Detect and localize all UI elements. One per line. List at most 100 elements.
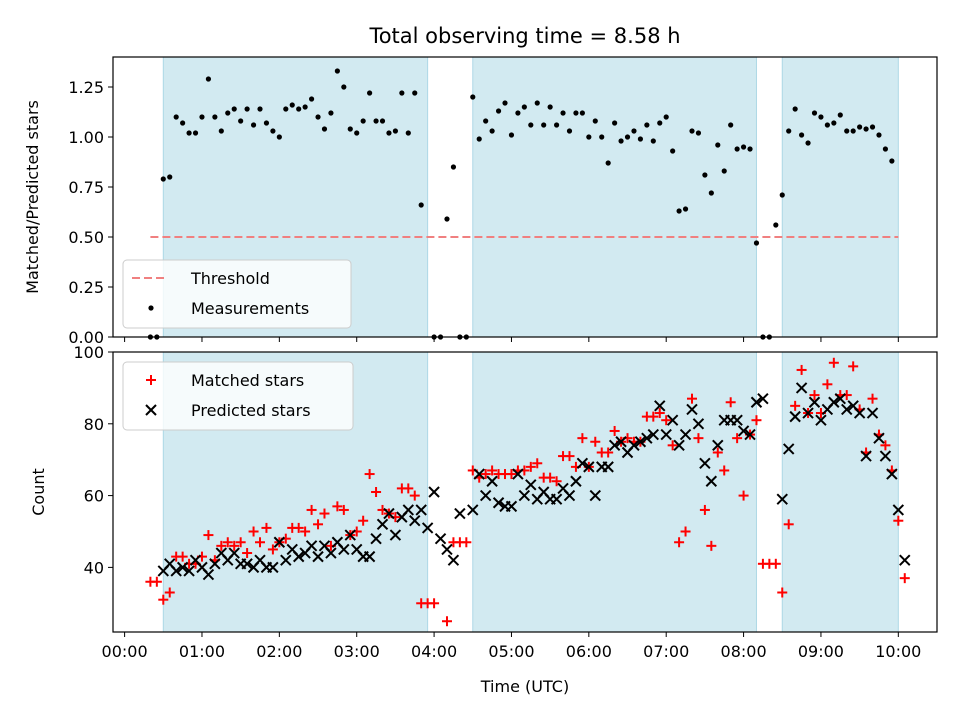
predicted-stars-point <box>886 468 898 480</box>
x-marker-b <box>602 461 614 473</box>
predicted-stars-point <box>486 475 498 487</box>
matched-stars-point <box>255 537 266 548</box>
measurement-point <box>818 114 824 120</box>
x-axis-label: Time (UTC) <box>480 677 569 696</box>
matched-stars-point <box>235 537 246 548</box>
x-marker-b <box>737 425 750 437</box>
predicted-stars-point <box>176 561 189 574</box>
x-marker-b <box>550 493 563 505</box>
predicted-stars-point <box>666 414 679 426</box>
y-tick-label: 80 <box>84 415 104 434</box>
legend-label: Predicted stars <box>191 401 311 420</box>
predicted-stars-point <box>892 504 905 516</box>
matched-stars-point <box>809 390 820 401</box>
predicted-stars-point <box>370 532 382 545</box>
x-marker-b <box>615 436 627 448</box>
matched-stars-point <box>461 537 472 548</box>
x-marker-b <box>815 414 827 426</box>
x-marker-b <box>750 396 763 408</box>
measurement-point <box>857 124 863 130</box>
x-marker-b <box>525 479 537 491</box>
matched-stars-point <box>261 522 272 533</box>
measurement-point <box>515 110 521 116</box>
matched-stars-point <box>164 587 175 598</box>
x-marker-b <box>841 403 853 416</box>
measurement-point <box>624 134 631 140</box>
x-marker-b <box>628 439 640 452</box>
x-marker-b <box>512 468 524 480</box>
x-tick-label: 08:00 <box>721 642 767 661</box>
predicted-stars-point <box>363 550 376 563</box>
x-marker-b <box>492 497 505 509</box>
matched-stars-point <box>545 472 556 483</box>
matched-stars-point <box>564 451 575 462</box>
predicted-stars-point <box>292 550 305 563</box>
x-tick-label: 09:00 <box>798 642 844 661</box>
x-marker-b <box>654 400 666 412</box>
matched-stars-point <box>661 415 672 426</box>
measurement-point <box>225 110 231 116</box>
x-marker-b <box>828 396 840 408</box>
x-marker-b <box>570 475 582 487</box>
measurement-point <box>824 122 830 128</box>
predicted-stars-point <box>660 428 672 441</box>
measurement-point <box>360 118 366 124</box>
predicted-stars-point <box>692 418 705 430</box>
x-marker-b <box>537 486 550 498</box>
predicted-stars-point <box>518 489 531 502</box>
measurement-point <box>695 130 702 136</box>
y-tick-label: 0.75 <box>68 178 104 197</box>
measurement-point <box>773 222 779 228</box>
predicted-stars-point <box>402 504 415 516</box>
measurement-point <box>605 160 611 166</box>
measurement-point <box>470 94 476 100</box>
predicted-stars-point <box>183 565 195 577</box>
measurement-point <box>573 110 579 116</box>
matched-stars-point <box>693 433 704 444</box>
measurement-point <box>296 106 302 112</box>
measurement-point <box>257 106 263 112</box>
measurement-point <box>663 114 669 120</box>
measurement-point <box>541 122 547 128</box>
matched-stars-point <box>267 544 278 555</box>
x-marker-b <box>280 554 292 566</box>
predicted-stars-point <box>441 543 453 556</box>
measurement-point <box>160 176 166 182</box>
x-marker-b <box>473 468 485 480</box>
predicted-stars-point <box>808 396 821 408</box>
measurement-point <box>476 136 482 142</box>
matched-stars-point <box>577 433 588 444</box>
observing-interval-shade <box>472 56 757 338</box>
measurement-point <box>631 128 637 134</box>
x-tick-label: 03:00 <box>334 642 380 661</box>
measurement-point <box>483 118 489 124</box>
x-marker-b <box>686 403 698 416</box>
x-marker-b <box>254 554 266 566</box>
legend-label: Measurements <box>191 299 309 318</box>
matched-stars-point <box>506 469 517 480</box>
predicted-stars-point <box>428 486 440 498</box>
x-marker-b <box>183 565 195 577</box>
matched-stars-point <box>158 594 169 605</box>
predicted-stars-point <box>312 550 324 563</box>
matched-stars-point <box>828 357 839 368</box>
predicted-stars-point <box>879 450 892 462</box>
matched-stars-point <box>480 469 491 480</box>
x-marker-b <box>757 392 769 405</box>
predicted-stars-point <box>789 410 801 423</box>
predicted-stars-point <box>338 543 350 556</box>
predicted-stars-point <box>421 522 434 534</box>
observing-interval-shade <box>781 56 899 338</box>
x-marker-b <box>860 450 872 462</box>
measurement-point <box>882 146 889 152</box>
predicted-stars-point <box>415 504 427 516</box>
predicted-stars-point <box>209 558 221 570</box>
predicted-stars-point <box>834 392 846 405</box>
measurement-point <box>786 128 792 134</box>
predicted-stars-point <box>267 561 279 574</box>
y-axis-label: Count <box>29 468 48 516</box>
predicted-stars-point <box>686 403 698 416</box>
predicted-stars-point <box>608 439 621 452</box>
measurement-point <box>276 134 282 140</box>
x-marker-b <box>363 550 376 563</box>
